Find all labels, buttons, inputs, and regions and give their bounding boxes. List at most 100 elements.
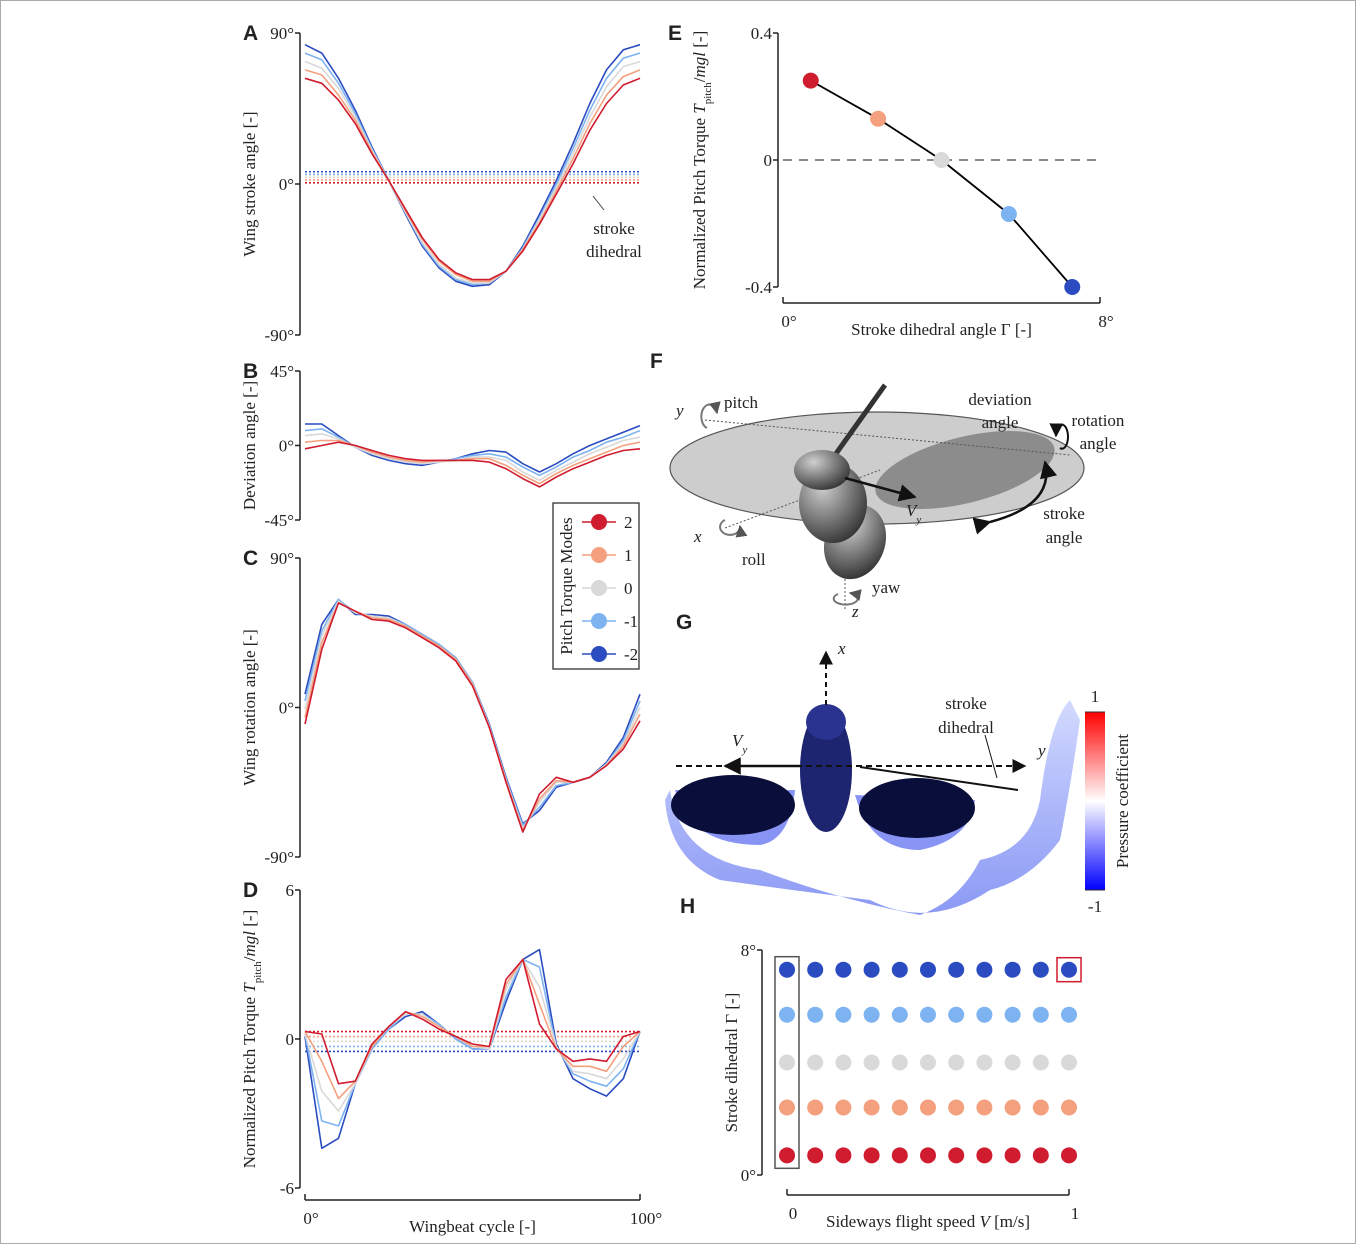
y-tick-label: 0: [286, 1030, 295, 1049]
label: y: [674, 401, 684, 420]
label: yaw: [872, 578, 901, 597]
body: [800, 708, 852, 832]
annotation: dihedral: [586, 242, 642, 261]
stroke-arrow: [972, 460, 1058, 535]
point: [835, 1099, 852, 1116]
label: angle: [1046, 528, 1083, 547]
head: [806, 704, 846, 740]
panel-g: G x y Vy stroke dihedral Pressure coeffi…: [665, 611, 1132, 915]
y-axis-label-part: mgl: [690, 52, 709, 78]
x-axis-label: Stroke dihedral angle Γ [-]: [851, 320, 1032, 339]
series-line: [304, 602, 641, 833]
colorbar-label: Pressure coefficient: [1113, 734, 1132, 868]
series-line: [304, 433, 641, 482]
legend-marker: [591, 580, 607, 596]
label: stroke: [1043, 504, 1085, 523]
y-tick-label: 90°: [270, 24, 294, 43]
annotation-leader: [592, 195, 605, 211]
series-line: [810, 79, 1073, 288]
panel-f: F pitch y deviation angle rotation angle…: [650, 350, 1125, 621]
point: [976, 1147, 993, 1164]
x-axis-label: Wingbeat cycle [-]: [409, 1217, 536, 1236]
roll-arrow: [719, 519, 748, 538]
x-axis-label-part: [m/s]: [990, 1212, 1030, 1231]
panel-letter: C: [243, 547, 258, 570]
y-axis-label: Wing stroke angle [-]: [240, 111, 259, 256]
panel-letter: E: [668, 22, 682, 45]
legend-title: Pitch Torque Modes: [557, 517, 576, 654]
x-tick-label: 1: [1071, 1204, 1080, 1223]
point: [948, 1006, 965, 1023]
y-tick-label: 90°: [270, 549, 294, 568]
label: V: [906, 501, 919, 520]
x-tick-label: 8°: [1098, 312, 1113, 331]
point: [807, 1099, 824, 1116]
label: roll: [742, 550, 766, 569]
label: z: [851, 602, 859, 621]
y-tick-label: 0°: [279, 699, 294, 718]
point: [1061, 961, 1077, 978]
y-axis-label-part: [-]: [690, 31, 709, 52]
point: [891, 1099, 908, 1116]
point: [1064, 279, 1081, 295]
point: [891, 1006, 908, 1023]
series-line: [304, 69, 641, 283]
point: [863, 1006, 880, 1023]
y-tick-label: -90°: [265, 326, 294, 345]
point: [835, 1006, 852, 1023]
point: [1032, 1006, 1049, 1023]
point: [891, 961, 908, 978]
leader: [984, 734, 998, 779]
legend-label: -1: [624, 612, 638, 631]
point: [835, 1054, 852, 1071]
axis-line: [704, 419, 1071, 456]
y-tick-label: 6: [286, 881, 295, 900]
y-tick-label: 0.4: [751, 24, 773, 43]
point: [976, 961, 993, 978]
panel-letter: G: [676, 611, 692, 634]
legend-marker: [591, 514, 607, 530]
colorbar-tick-label: 1: [1091, 687, 1100, 706]
y-axis-label-part: pitch: [702, 82, 714, 104]
point: [863, 1147, 880, 1164]
point: [835, 961, 852, 978]
point: [1000, 205, 1017, 222]
label: Vy: [732, 731, 747, 756]
y-tick-label: 0: [764, 151, 773, 170]
point: [1032, 1099, 1049, 1116]
y-axis-label-part: T: [690, 103, 709, 114]
y-axis-label-part: /: [240, 956, 259, 961]
panel-letter: A: [243, 22, 258, 45]
point: [1032, 1054, 1049, 1071]
velocity-arrow: [844, 476, 917, 502]
y-axis-label-part: mgl: [240, 931, 259, 957]
y-axis-label: Stroke dihedral Γ [-]: [722, 993, 741, 1133]
label: rotation: [1072, 411, 1125, 430]
y-axis-label: Normalized Pitch Torque Tpitch/mgl [-]: [240, 910, 264, 1168]
point: [835, 1147, 852, 1164]
y-axis-label: Wing rotation angle [-]: [240, 629, 259, 786]
label: x: [693, 527, 702, 546]
y-tick-label: -0.4: [745, 278, 772, 297]
point: [779, 961, 795, 978]
legend-label: 0: [624, 579, 633, 598]
label: Vy: [906, 501, 921, 526]
point: [891, 1147, 908, 1164]
legend-label: -2: [624, 645, 638, 664]
x-tick-label: 100°: [630, 1209, 662, 1228]
y-axis-label-part: Normalized Pitch Torque: [690, 114, 709, 290]
x-tick-label: 0°: [781, 312, 796, 331]
x-tick-label: 0: [789, 1204, 798, 1223]
highlight-point: [1056, 956, 1082, 983]
point: [1032, 1147, 1049, 1164]
point: [920, 1147, 936, 1164]
point: [863, 1054, 880, 1071]
panel-letter: F: [650, 350, 663, 373]
point: [779, 1054, 795, 1071]
label: y: [741, 744, 747, 756]
point: [976, 1099, 993, 1116]
label: dihedral: [938, 718, 994, 737]
series-line: [304, 43, 641, 288]
y-axis-label-part: Normalized Pitch Torque: [240, 993, 259, 1169]
point: [920, 1006, 936, 1023]
